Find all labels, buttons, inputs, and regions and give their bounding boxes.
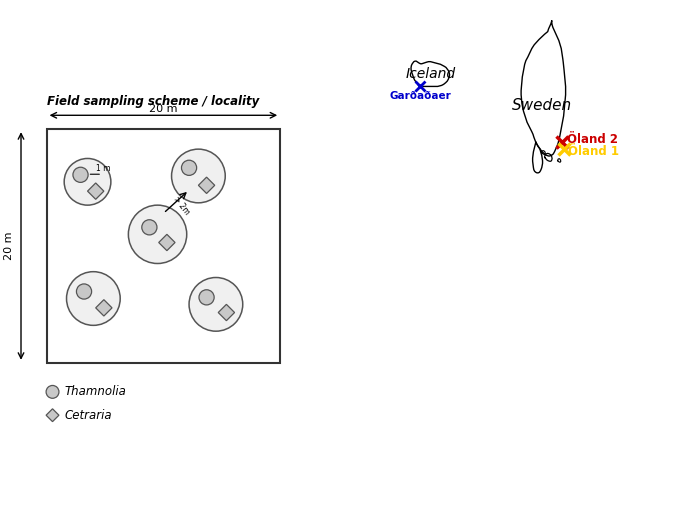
Polygon shape (545, 153, 552, 161)
Circle shape (73, 167, 88, 182)
Polygon shape (521, 21, 566, 156)
Polygon shape (533, 142, 543, 173)
Text: Iceland: Iceland (406, 67, 456, 81)
Polygon shape (96, 300, 112, 316)
Text: Cetraria: Cetraria (64, 409, 112, 422)
Circle shape (142, 220, 157, 235)
Text: Öland 2: Öland 2 (567, 133, 618, 146)
Circle shape (77, 284, 92, 299)
Polygon shape (88, 183, 104, 199)
Polygon shape (219, 305, 234, 321)
Polygon shape (159, 235, 175, 251)
Circle shape (46, 385, 59, 398)
Polygon shape (558, 159, 561, 162)
Polygon shape (411, 61, 449, 86)
Text: 20 m: 20 m (4, 232, 14, 260)
Circle shape (199, 290, 214, 305)
Text: Field sampling scheme / locality: Field sampling scheme / locality (47, 95, 259, 108)
Text: Garðaðaer: Garðaðaer (390, 91, 451, 101)
Text: > 2m: > 2m (171, 194, 191, 216)
Bar (47, 129, 280, 363)
Text: 20 m: 20 m (149, 103, 177, 113)
Polygon shape (199, 177, 214, 193)
Circle shape (182, 160, 197, 175)
Circle shape (66, 272, 120, 325)
Polygon shape (46, 409, 59, 422)
Circle shape (128, 205, 187, 264)
Circle shape (189, 278, 242, 331)
Text: Sweden: Sweden (512, 98, 572, 113)
Circle shape (64, 159, 111, 205)
Text: Öland 1: Öland 1 (569, 145, 619, 158)
Circle shape (171, 149, 225, 203)
Text: Thamnolia: Thamnolia (64, 385, 126, 398)
Polygon shape (541, 151, 545, 154)
Text: 1 m: 1 m (97, 164, 111, 173)
